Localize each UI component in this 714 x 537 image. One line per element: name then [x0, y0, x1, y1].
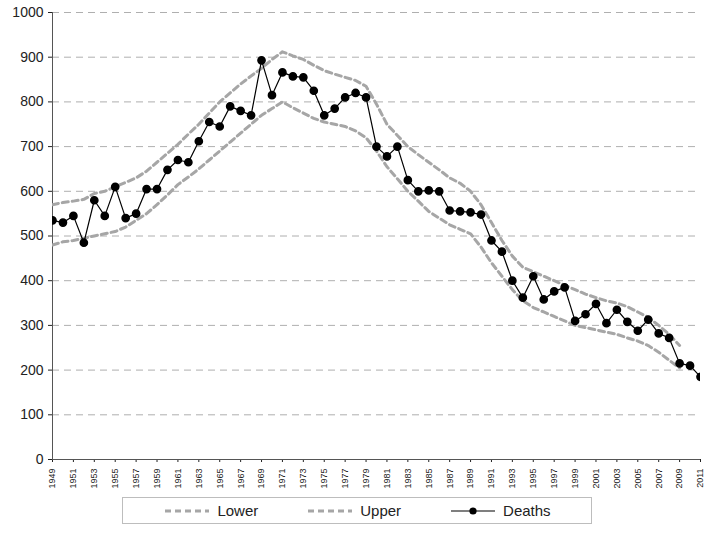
svg-text:1999: 1999 — [570, 469, 580, 489]
svg-text:600: 600 — [20, 183, 44, 199]
svg-text:700: 700 — [20, 138, 44, 154]
svg-text:1987: 1987 — [445, 469, 455, 489]
svg-text:1000: 1000 — [12, 4, 43, 20]
svg-text:2009: 2009 — [674, 469, 684, 489]
svg-text:300: 300 — [20, 317, 44, 333]
svg-text:1975: 1975 — [319, 469, 329, 489]
svg-text:100: 100 — [20, 406, 44, 422]
svg-text:1955: 1955 — [110, 469, 120, 489]
svg-text:1997: 1997 — [549, 469, 559, 489]
svg-text:1993: 1993 — [507, 469, 517, 489]
svg-text:2005: 2005 — [633, 469, 643, 489]
svg-text:1973: 1973 — [298, 469, 308, 489]
svg-text:400: 400 — [20, 272, 44, 288]
html-text:Lower: Lower — [217, 502, 259, 519]
svg-text:2003: 2003 — [612, 469, 622, 489]
svg-text:1989: 1989 — [465, 469, 475, 489]
svg-text:1951: 1951 — [68, 469, 78, 489]
svg-text:1995: 1995 — [528, 469, 538, 489]
svg-text:1957: 1957 — [131, 469, 141, 489]
svg-text:1979: 1979 — [361, 469, 371, 489]
svg-text:1961: 1961 — [173, 469, 183, 489]
svg-text:1959: 1959 — [152, 469, 162, 489]
svg-text:1977: 1977 — [340, 469, 350, 489]
svg-text:1965: 1965 — [215, 469, 225, 489]
svg-text:1967: 1967 — [236, 469, 246, 489]
svg-text:800: 800 — [20, 93, 44, 109]
svg-text:1981: 1981 — [382, 469, 392, 489]
svg-text:1971: 1971 — [277, 469, 287, 489]
html-text:Deaths: Deaths — [503, 502, 551, 519]
svg-text:2001: 2001 — [591, 469, 601, 489]
html-text:Upper: Upper — [360, 502, 402, 519]
svg-text:1953: 1953 — [89, 469, 99, 489]
svg-text:0: 0 — [36, 451, 44, 467]
svg-text:200: 200 — [20, 362, 44, 378]
svg-text:2011: 2011 — [695, 469, 705, 488]
svg-text:1949: 1949 — [47, 469, 57, 489]
svg-text:2007: 2007 — [654, 469, 664, 489]
svg-text:1969: 1969 — [256, 469, 266, 489]
svg-text:1963: 1963 — [194, 469, 204, 489]
svg-text:1985: 1985 — [424, 469, 434, 489]
svg-text:500: 500 — [20, 227, 44, 243]
svg-text:900: 900 — [20, 49, 44, 65]
svg-text:1983: 1983 — [403, 469, 413, 489]
svg-text:1991: 1991 — [486, 469, 496, 489]
